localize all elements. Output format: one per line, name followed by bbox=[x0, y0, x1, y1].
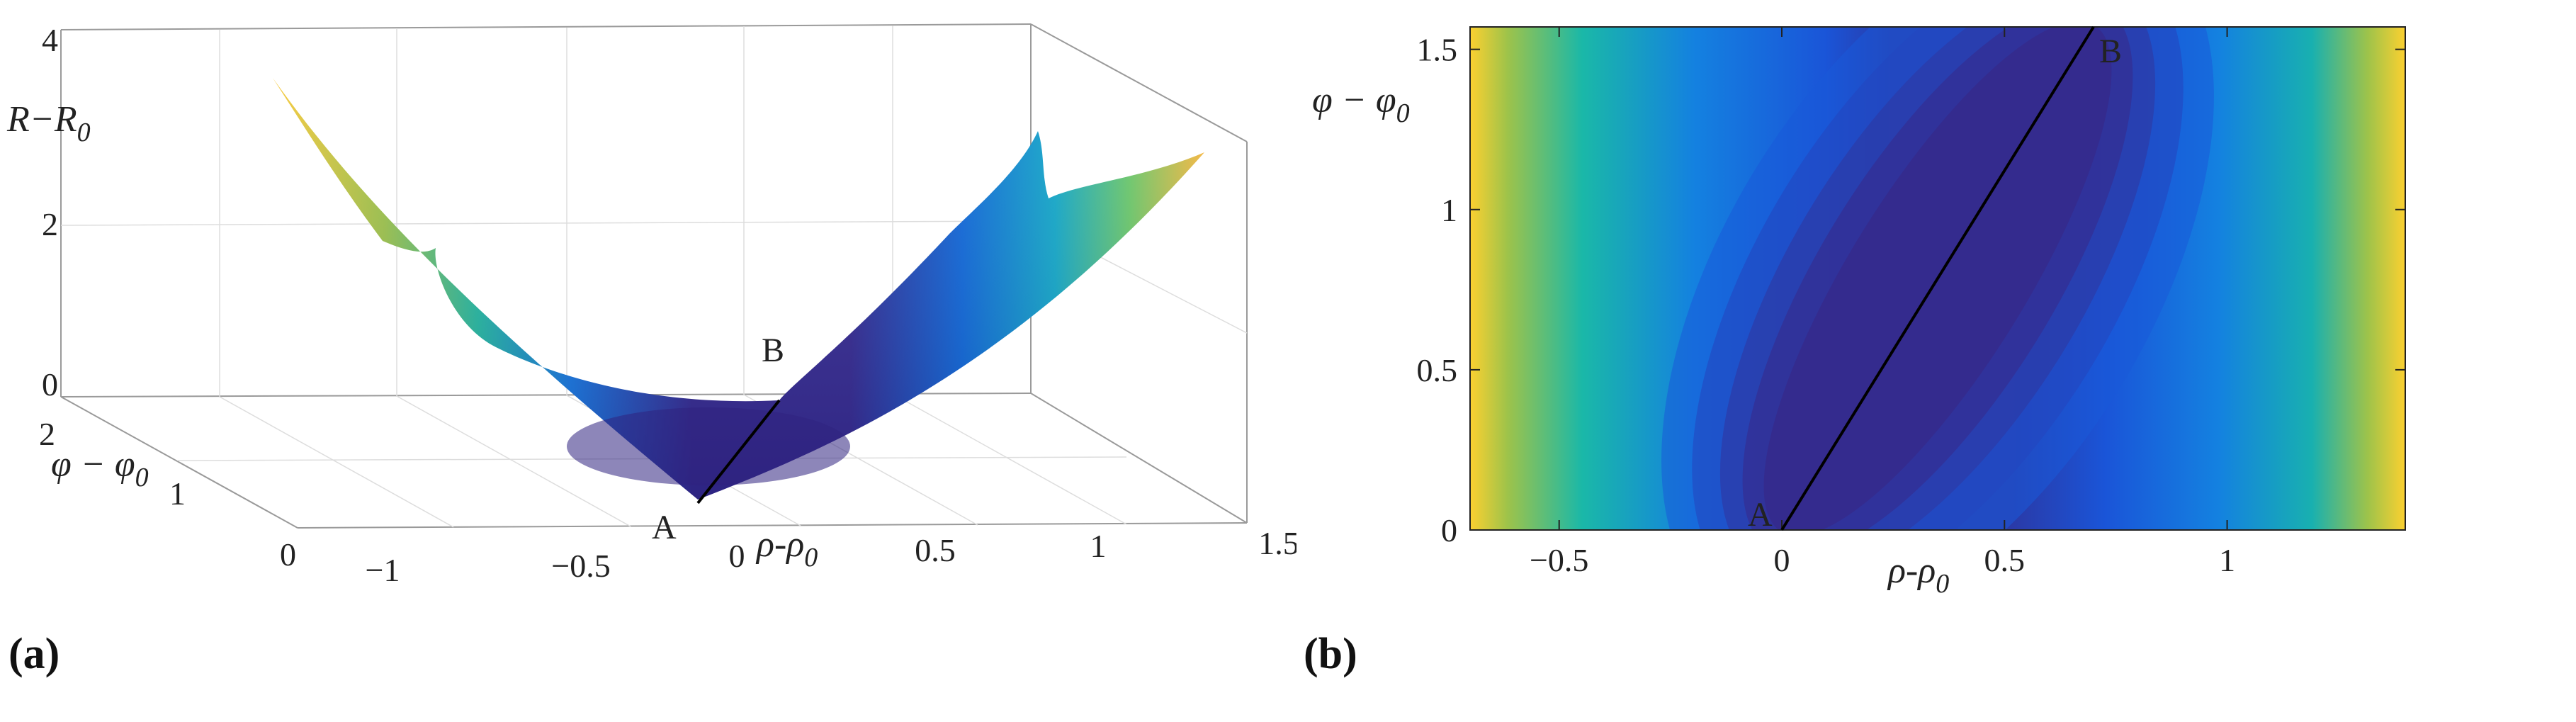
point-label-A: A bbox=[652, 509, 677, 546]
x-tick-label: 1 bbox=[2219, 542, 2235, 578]
x-tick-label: 1.5 bbox=[1258, 525, 1297, 561]
x-tick-label: 0 bbox=[1774, 542, 1790, 578]
x-tick-label: −0.5 bbox=[551, 548, 610, 584]
point-label-B: B bbox=[2099, 33, 2122, 70]
panel-label-a: (a) bbox=[9, 629, 60, 679]
z-axis: 4 2 0 R−R0 bbox=[6, 22, 91, 402]
x-tick-label: 0 bbox=[729, 538, 745, 574]
heatmap-svg: −0.5 0 0.5 100.511.5 ρ-ρ0 φ − φ0 A B bbox=[1312, 26, 2406, 599]
y-tick-label: 0 bbox=[280, 536, 296, 572]
y-axis-label-text: φ − φ bbox=[1312, 80, 1396, 120]
x-tick-label: 1 bbox=[1090, 528, 1107, 564]
z-tick-label: 2 bbox=[42, 206, 58, 242]
y-tick-label: 1 bbox=[169, 475, 186, 512]
x-axis: −1 −0.5 0 0.5 1 1.5 ρ-ρ0 bbox=[366, 524, 1299, 588]
point-label-B: B bbox=[762, 332, 784, 369]
x-tick-label: 0.5 bbox=[1984, 542, 2026, 578]
box-edge bbox=[1030, 393, 1248, 524]
grid-line bbox=[60, 220, 1032, 226]
y-axis-label: φ − φ0 bbox=[51, 444, 149, 492]
A-B-path bbox=[1780, 26, 2095, 531]
surface-minimum-valley bbox=[567, 407, 850, 485]
box-edge bbox=[1030, 23, 1248, 142]
z-axis-label-text: R−R bbox=[6, 99, 77, 140]
y-tick-label: 1 bbox=[1441, 192, 1457, 228]
A-B-path-3d bbox=[696, 399, 781, 504]
x-axis-label: ρ-ρ0 bbox=[755, 524, 818, 572]
y-tick-label: 0 bbox=[1441, 512, 1457, 548]
y-axis: 2 1 0 φ − φ0 bbox=[39, 416, 296, 572]
panel-a-surface-plot: 4 2 0 R−R0 2 1 0 φ − φ0 −1 −0.5 0 0.5 1 … bbox=[6, 22, 1299, 679]
y-axis-label-sub: 0 bbox=[135, 463, 149, 492]
y-tick-label: 2 bbox=[39, 416, 55, 452]
y-axis-label: φ − φ0 bbox=[1312, 80, 1410, 128]
box-edge bbox=[60, 396, 298, 529]
heatmap-field bbox=[1470, 27, 2405, 530]
axes-box bbox=[60, 23, 1248, 529]
panel-b-heatmap: −0.5 0 0.5 1 0 0.5 1 1.5 ρ-ρ0 φ − φ0 A B (b) bbox=[1275, 0, 2576, 718]
panel-label-b: (b) bbox=[1304, 629, 1357, 679]
panel-label-b-text: (b) bbox=[1304, 630, 1357, 678]
surface bbox=[273, 78, 1204, 504]
y-axis-label-sub: 0 bbox=[1396, 98, 1410, 128]
y-tick-label: 0.5 bbox=[1417, 352, 1458, 388]
z-axis-label: R−R0 bbox=[6, 99, 91, 147]
point-label-A: A bbox=[1748, 496, 1773, 534]
x-axis-label-text: ρ-ρ bbox=[755, 524, 804, 565]
z-tick-label: 0 bbox=[42, 366, 58, 402]
x-tick-label: 0.5 bbox=[915, 532, 956, 568]
x-axis-label: ρ-ρ0 bbox=[1887, 551, 1949, 599]
heatmap-ticks: −0.5 0 0.5 1 0 0.5 1 1.5 bbox=[1417, 27, 2405, 578]
box-edge bbox=[297, 522, 1248, 529]
z-tick-label: 4 bbox=[42, 22, 58, 58]
y-axis-label-text: φ − φ bbox=[51, 444, 135, 485]
grid-line bbox=[396, 395, 631, 527]
x-axis-label-sub: 0 bbox=[1936, 569, 1949, 599]
z-axis-label-sub: 0 bbox=[77, 118, 91, 147]
plot-frame bbox=[1469, 26, 2406, 531]
y-tick-label: 1.5 bbox=[1417, 32, 1458, 68]
x-axis-label-text: ρ-ρ bbox=[1887, 551, 1936, 591]
grid-line bbox=[892, 393, 1127, 525]
x-tick-label: −1 bbox=[366, 552, 400, 588]
grid-line bbox=[219, 396, 454, 528]
surface-plot-svg: 4 2 0 R−R0 2 1 0 φ − φ0 −1 −0.5 0 0.5 1 … bbox=[6, 22, 1299, 588]
x-axis-label-sub: 0 bbox=[804, 543, 818, 572]
panel-label-a-text: (a) bbox=[9, 630, 60, 678]
x-tick-label: −0.5 bbox=[1530, 542, 1588, 578]
box-edge bbox=[60, 23, 1032, 30]
